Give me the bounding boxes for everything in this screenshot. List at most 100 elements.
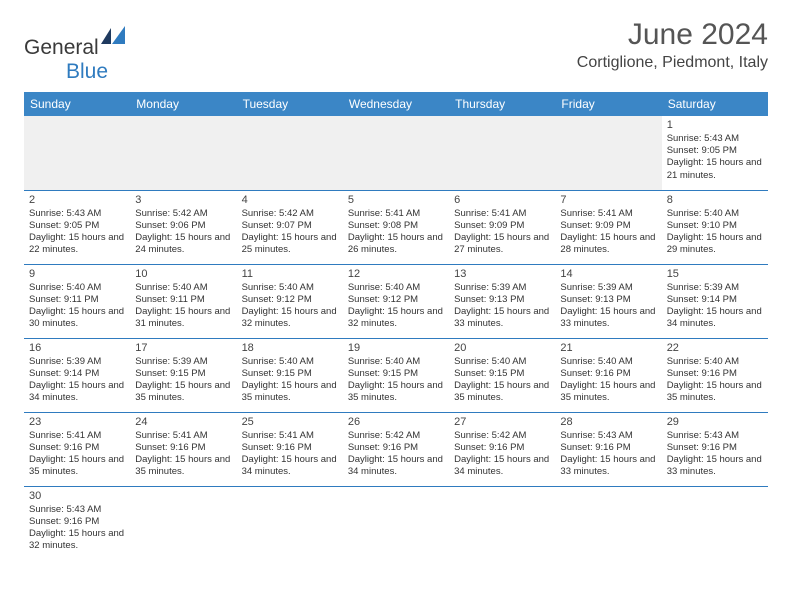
day-number: 17: [135, 341, 231, 355]
sunrise-text: Sunrise: 5:40 AM: [348, 356, 444, 368]
daylight-text: Daylight: 15 hours and 35 minutes.: [29, 454, 125, 478]
daylight-text: Daylight: 15 hours and 35 minutes.: [348, 380, 444, 404]
day-header: Tuesday: [237, 92, 343, 116]
sunset-text: Sunset: 9:09 PM: [454, 220, 550, 232]
sunrise-text: Sunrise: 5:40 AM: [242, 356, 338, 368]
sunrise-text: Sunrise: 5:40 AM: [667, 356, 763, 368]
day-number: 1: [667, 118, 763, 132]
day-number: 7: [560, 193, 656, 207]
calendar-row: 9Sunrise: 5:40 AMSunset: 9:11 PMDaylight…: [24, 264, 768, 338]
calendar-cell: 13Sunrise: 5:39 AMSunset: 9:13 PMDayligh…: [449, 264, 555, 338]
day-number: 3: [135, 193, 231, 207]
calendar-cell: [449, 486, 555, 560]
sunrise-text: Sunrise: 5:40 AM: [560, 356, 656, 368]
sunset-text: Sunset: 9:16 PM: [135, 442, 231, 454]
sunrise-text: Sunrise: 5:39 AM: [29, 356, 125, 368]
sunrise-text: Sunrise: 5:41 AM: [348, 208, 444, 220]
daylight-text: Daylight: 15 hours and 34 minutes.: [454, 454, 550, 478]
day-header: Monday: [130, 92, 236, 116]
sunset-text: Sunset: 9:16 PM: [29, 442, 125, 454]
calendar-cell: [237, 116, 343, 190]
sunset-text: Sunset: 9:07 PM: [242, 220, 338, 232]
calendar-cell: 18Sunrise: 5:40 AMSunset: 9:15 PMDayligh…: [237, 338, 343, 412]
calendar-table: Sunday Monday Tuesday Wednesday Thursday…: [24, 92, 768, 560]
title-block: June 2024 Cortiglione, Piedmont, Italy: [577, 18, 768, 72]
sunrise-text: Sunrise: 5:41 AM: [560, 208, 656, 220]
sunrise-text: Sunrise: 5:41 AM: [29, 430, 125, 442]
daylight-text: Daylight: 15 hours and 33 minutes.: [667, 454, 763, 478]
calendar-cell: 15Sunrise: 5:39 AMSunset: 9:14 PMDayligh…: [662, 264, 768, 338]
calendar-cell: 3Sunrise: 5:42 AMSunset: 9:06 PMDaylight…: [130, 190, 236, 264]
calendar-body: 1Sunrise: 5:43 AMSunset: 9:05 PMDaylight…: [24, 116, 768, 560]
sunset-text: Sunset: 9:16 PM: [560, 442, 656, 454]
calendar-cell: 24Sunrise: 5:41 AMSunset: 9:16 PMDayligh…: [130, 412, 236, 486]
day-number: 14: [560, 267, 656, 281]
calendar-cell: 1Sunrise: 5:43 AMSunset: 9:05 PMDaylight…: [662, 116, 768, 190]
day-header: Thursday: [449, 92, 555, 116]
calendar-cell: [449, 116, 555, 190]
daylight-text: Daylight: 15 hours and 28 minutes.: [560, 232, 656, 256]
sunrise-text: Sunrise: 5:40 AM: [667, 208, 763, 220]
day-number: 4: [242, 193, 338, 207]
day-header: Friday: [555, 92, 661, 116]
calendar-cell: 21Sunrise: 5:40 AMSunset: 9:16 PMDayligh…: [555, 338, 661, 412]
daylight-text: Daylight: 15 hours and 35 minutes.: [560, 380, 656, 404]
header: GeneralBlue June 2024 Cortiglione, Piedm…: [24, 18, 768, 84]
day-number: 11: [242, 267, 338, 281]
daylight-text: Daylight: 15 hours and 24 minutes.: [135, 232, 231, 256]
calendar-cell: [24, 116, 130, 190]
daylight-text: Daylight: 15 hours and 32 minutes.: [348, 306, 444, 330]
day-header-row: Sunday Monday Tuesday Wednesday Thursday…: [24, 92, 768, 116]
daylight-text: Daylight: 15 hours and 35 minutes.: [135, 380, 231, 404]
daylight-text: Daylight: 15 hours and 32 minutes.: [242, 306, 338, 330]
calendar-row: 2Sunrise: 5:43 AMSunset: 9:05 PMDaylight…: [24, 190, 768, 264]
sunset-text: Sunset: 9:16 PM: [348, 442, 444, 454]
day-number: 19: [348, 341, 444, 355]
calendar-cell: 28Sunrise: 5:43 AMSunset: 9:16 PMDayligh…: [555, 412, 661, 486]
sunrise-text: Sunrise: 5:40 AM: [348, 282, 444, 294]
sunset-text: Sunset: 9:15 PM: [454, 368, 550, 380]
daylight-text: Daylight: 15 hours and 34 minutes.: [348, 454, 444, 478]
calendar-row: 23Sunrise: 5:41 AMSunset: 9:16 PMDayligh…: [24, 412, 768, 486]
sunrise-text: Sunrise: 5:41 AM: [242, 430, 338, 442]
sunset-text: Sunset: 9:12 PM: [348, 294, 444, 306]
calendar-cell: 23Sunrise: 5:41 AMSunset: 9:16 PMDayligh…: [24, 412, 130, 486]
daylight-text: Daylight: 15 hours and 21 minutes.: [667, 157, 763, 181]
day-number: 30: [29, 489, 125, 503]
daylight-text: Daylight: 15 hours and 35 minutes.: [667, 380, 763, 404]
daylight-text: Daylight: 15 hours and 30 minutes.: [29, 306, 125, 330]
day-number: 12: [348, 267, 444, 281]
sunset-text: Sunset: 9:06 PM: [135, 220, 231, 232]
calendar-cell: 20Sunrise: 5:40 AMSunset: 9:15 PMDayligh…: [449, 338, 555, 412]
sunrise-text: Sunrise: 5:40 AM: [29, 282, 125, 294]
daylight-text: Daylight: 15 hours and 35 minutes.: [242, 380, 338, 404]
daylight-text: Daylight: 15 hours and 33 minutes.: [560, 306, 656, 330]
sunrise-text: Sunrise: 5:41 AM: [135, 430, 231, 442]
sunset-text: Sunset: 9:12 PM: [242, 294, 338, 306]
calendar-row: 30Sunrise: 5:43 AMSunset: 9:16 PMDayligh…: [24, 486, 768, 560]
sunrise-text: Sunrise: 5:40 AM: [242, 282, 338, 294]
daylight-text: Daylight: 15 hours and 34 minutes.: [29, 380, 125, 404]
sunset-text: Sunset: 9:09 PM: [560, 220, 656, 232]
daylight-text: Daylight: 15 hours and 33 minutes.: [454, 306, 550, 330]
sunrise-text: Sunrise: 5:41 AM: [454, 208, 550, 220]
day-header: Sunday: [24, 92, 130, 116]
sunrise-text: Sunrise: 5:43 AM: [560, 430, 656, 442]
calendar-cell: 5Sunrise: 5:41 AMSunset: 9:08 PMDaylight…: [343, 190, 449, 264]
day-header: Wednesday: [343, 92, 449, 116]
calendar-cell: 16Sunrise: 5:39 AMSunset: 9:14 PMDayligh…: [24, 338, 130, 412]
flag-icon: [101, 26, 125, 44]
day-number: 22: [667, 341, 763, 355]
day-number: 13: [454, 267, 550, 281]
sunset-text: Sunset: 9:11 PM: [29, 294, 125, 306]
sunrise-text: Sunrise: 5:42 AM: [242, 208, 338, 220]
calendar-page: GeneralBlue June 2024 Cortiglione, Piedm…: [0, 0, 792, 560]
calendar-cell: 22Sunrise: 5:40 AMSunset: 9:16 PMDayligh…: [662, 338, 768, 412]
calendar-cell: 8Sunrise: 5:40 AMSunset: 9:10 PMDaylight…: [662, 190, 768, 264]
sunrise-text: Sunrise: 5:42 AM: [135, 208, 231, 220]
sunset-text: Sunset: 9:16 PM: [560, 368, 656, 380]
day-number: 2: [29, 193, 125, 207]
sunset-text: Sunset: 9:10 PM: [667, 220, 763, 232]
sunrise-text: Sunrise: 5:42 AM: [454, 430, 550, 442]
daylight-text: Daylight: 15 hours and 33 minutes.: [560, 454, 656, 478]
